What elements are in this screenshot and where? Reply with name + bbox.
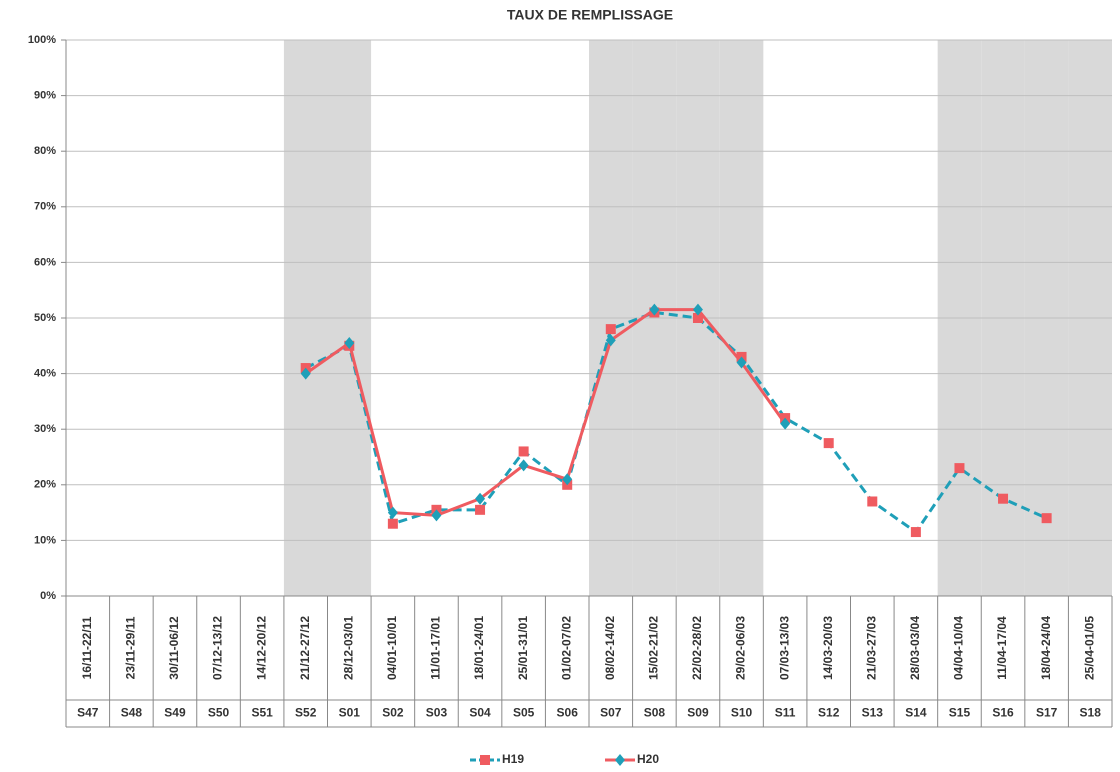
x-tick-label: 07/03-13/03 [777,616,791,680]
marker [692,303,703,316]
x-tick-label: 01/02-07/02 [559,616,573,680]
week-label: S12 [818,706,840,720]
marker [518,459,529,472]
x-tick-label: 28/03-03/04 [908,616,922,680]
marker [867,496,878,507]
x-tick-label: 28/12-03/01 [341,616,355,680]
week-label: S17 [1036,706,1058,720]
marker [475,492,486,505]
x-tick-label: 11/04-17/04 [995,616,1009,680]
y-tick-label: 100% [28,34,56,46]
week-label: S48 [121,706,143,720]
week-label: S49 [164,706,186,720]
marker [344,337,355,350]
x-tick-label: 23/11-29/11 [124,616,138,679]
chart-title: TAUX DE REMPLISSAGE [507,7,673,23]
week-label: S14 [905,706,927,720]
legend-marker [615,754,625,766]
week-label: S51 [251,706,273,720]
week-label: S15 [949,706,971,720]
x-tick-label: 15/02-21/02 [647,616,661,680]
week-label: S03 [426,706,448,720]
legend-marker [480,755,490,765]
week-label: S52 [295,706,317,720]
y-tick-label: 10% [34,534,56,546]
y-tick-label: 0% [40,590,56,602]
series-line [304,308,787,517]
y-tick-label: 80% [34,145,56,157]
week-label: S13 [862,706,884,720]
x-tick-label: 18/04-24/04 [1039,616,1053,680]
week-label: S02 [382,706,404,720]
x-tick-label: 04/04-10/04 [952,616,966,680]
x-tick-label: 29/02-06/03 [734,616,748,680]
marker [954,463,965,474]
marker [692,313,703,323]
y-tick-label: 60% [34,256,56,268]
week-label: S16 [992,706,1014,720]
marker [910,527,921,538]
marker [518,446,529,457]
x-tick-label: 08/02-14/02 [603,616,617,680]
y-tick-label: 20% [34,479,56,491]
marker [823,438,834,449]
week-label: S11 [775,706,796,720]
y-tick-label: 90% [34,90,56,102]
legend-label: H20 [637,752,659,766]
marker [387,506,398,519]
week-label: S50 [208,706,230,720]
x-tick-label: 14/12-20/12 [254,616,268,680]
week-label: S18 [1080,706,1102,720]
y-tick-label: 30% [34,423,56,435]
week-label: S05 [513,706,535,720]
marker [780,417,791,430]
marker [605,334,616,347]
marker [649,303,660,316]
week-label: S10 [731,706,753,720]
x-tick-label: 11/01-17/01 [429,616,443,680]
x-tick-label: 21/03-27/03 [864,616,878,680]
week-label: S47 [77,706,99,720]
x-tick-label: 21/12-27/12 [298,616,312,680]
week-label: S09 [687,706,709,720]
y-tick-label: 50% [34,312,56,324]
week-label: S07 [600,706,622,720]
week-label: S08 [644,706,666,720]
marker [562,473,573,486]
x-tick-label: 07/12-13/12 [211,616,225,680]
x-tick-label: 25/04-01/05 [1082,616,1096,680]
x-tick-label: 04/01-10/01 [385,616,399,680]
marker [387,518,398,529]
series-line [305,310,1048,535]
y-tick-label: 40% [34,368,56,380]
legend-label: H19 [502,752,524,766]
marker [605,324,616,335]
week-label: S01 [339,706,361,720]
x-tick-label: 16/11-22/11 [80,616,94,679]
marker [998,493,1009,504]
marker [736,356,747,369]
x-tick-label: 22/02-28/02 [690,616,704,680]
week-label: S04 [469,706,491,720]
marker [431,509,442,522]
marker [1041,513,1052,524]
week-label: S06 [557,706,579,720]
x-tick-label: 25/01-31/01 [516,616,530,680]
x-tick-label: 18/01-24/01 [472,616,486,680]
x-tick-label: 30/11-06/12 [167,616,181,680]
marker [300,367,311,380]
x-tick-label: 14/03-20/03 [821,616,835,680]
marker [475,504,486,515]
y-tick-label: 70% [34,201,56,213]
